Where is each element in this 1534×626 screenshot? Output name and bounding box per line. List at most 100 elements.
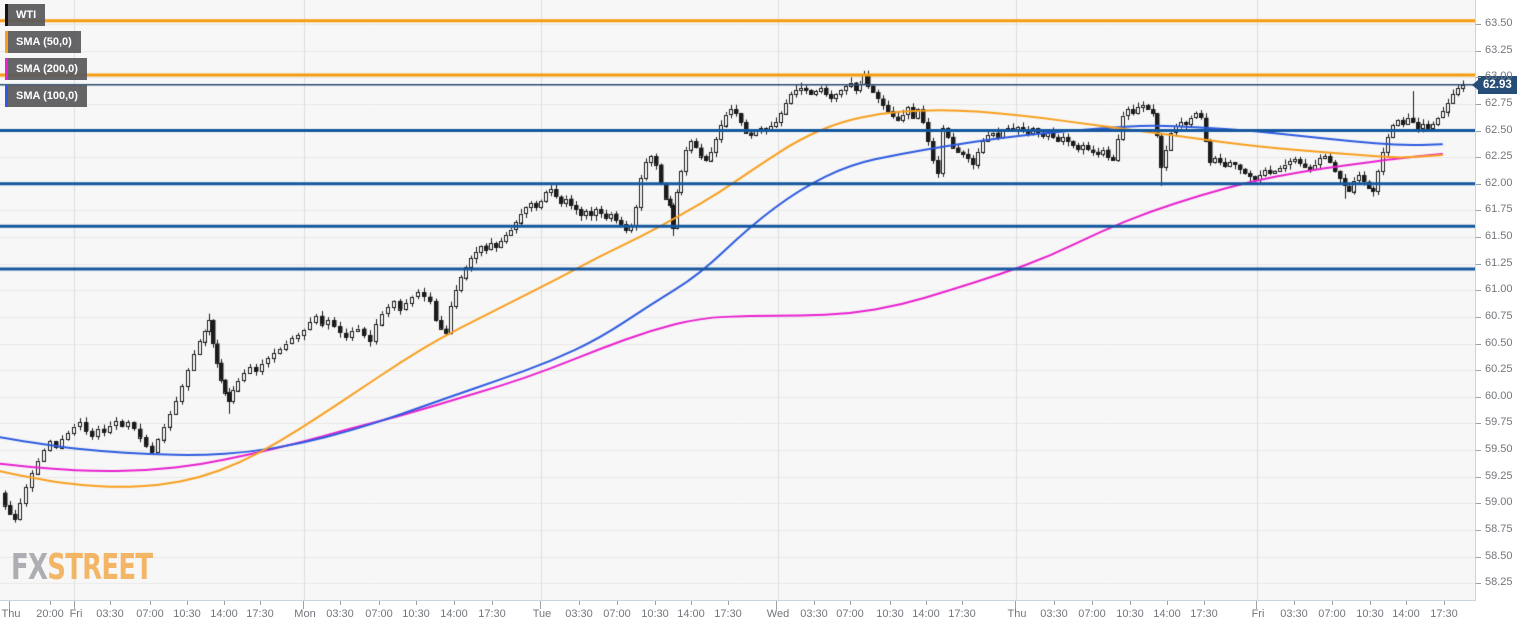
price-badge-arrow-icon [1472, 79, 1478, 90]
time-axis-tick [540, 601, 541, 609]
price-label: 63.25 [1485, 43, 1513, 56]
time-label: 17:30 [246, 608, 274, 620]
time-label: 14:00 [1392, 608, 1420, 620]
price-label: 60.25 [1485, 363, 1513, 376]
price-axis-tick [1476, 396, 1481, 398]
price-label: 59.00 [1485, 496, 1513, 509]
time-label: 07:00 [136, 608, 164, 620]
time-axis-tick [1204, 601, 1205, 605]
price-axis-tick [1476, 210, 1481, 212]
price-axis-tick [1476, 183, 1481, 185]
time-label: 10:30 [641, 608, 669, 620]
time-label: 07:00 [1078, 608, 1106, 620]
time-axis-tick [340, 601, 341, 605]
time-axis-tick [691, 601, 692, 605]
time-label: 07:00 [1318, 608, 1346, 620]
price-label: 59.75 [1485, 416, 1513, 429]
time-axis-tick [1054, 601, 1055, 605]
price-axis-tick [1476, 130, 1481, 132]
price-axis-tick [1476, 450, 1481, 451]
time-axis-tick [1332, 601, 1333, 605]
price-label: 62.75 [1485, 96, 1513, 109]
time-axis-tick [187, 601, 188, 605]
price-label: 62.25 [1485, 150, 1513, 163]
time-label: 03:30 [326, 608, 354, 620]
legend-label: WTI [16, 9, 37, 21]
legend-item-wti[interactable]: WTI [5, 4, 46, 26]
time-axis-tick [728, 601, 729, 605]
time-axis-tick [416, 601, 417, 605]
time-label-day: Fri [69, 608, 83, 620]
legend-color-bar [5, 31, 8, 53]
price-axis[interactable]: 62.93 63.50 63.25 63.00 62.75 62.50 62.25 62.0… [1472, 0, 1534, 601]
time-axis-tick [890, 601, 891, 605]
legend-color-bar [5, 58, 8, 80]
price-axis-tick [1476, 50, 1481, 52]
price-label: 60.75 [1485, 309, 1513, 322]
time-axis-tick [150, 601, 151, 605]
legend-label: SMA (100,0) [16, 90, 78, 102]
price-axis-tick [1476, 343, 1481, 345]
time-axis[interactable]: Thu 20:00 Fri 03:30 07:00 10:30 14:00 17:30 Mon 0… [0, 601, 1476, 626]
legend-item-sma-50-0[interactable]: SMA (50,0) [5, 31, 81, 53]
time-axis-tick [1130, 601, 1131, 605]
price-axis-tick [1476, 290, 1481, 292]
price-label: 61.00 [1485, 283, 1513, 296]
time-label-day: Thu [1007, 608, 1027, 620]
time-label: 10:30 [1116, 608, 1144, 620]
price-label: 63.50 [1485, 17, 1513, 29]
time-axis-tick [303, 601, 304, 609]
price-axis-tick [1476, 103, 1481, 105]
time-axis-tick [1294, 601, 1295, 605]
time-label-day: Wed [766, 608, 790, 620]
price-axis-tick [1476, 503, 1481, 505]
time-label: 03:30 [1040, 608, 1068, 620]
time-axis-tick [1015, 601, 1016, 609]
time-axis-tick [814, 601, 815, 605]
time-label: 17:30 [1190, 608, 1218, 620]
price-label: 61.25 [1485, 256, 1513, 269]
price-axis-tick [1476, 263, 1481, 265]
price-label: 58.25 [1485, 576, 1513, 589]
time-label: 10:30 [1356, 608, 1384, 620]
time-label: 07:00 [365, 608, 393, 620]
price-label: 61.75 [1485, 203, 1513, 216]
time-axis-tick [850, 601, 851, 605]
legend-item-sma-100-0[interactable]: SMA (100,0) [5, 85, 87, 107]
time-label: 03:30 [565, 608, 593, 620]
time-label: 03:30 [96, 608, 124, 620]
price-label: 59.25 [1485, 469, 1513, 482]
time-axis-tick [1256, 601, 1257, 609]
time-axis-tick [74, 601, 75, 609]
time-axis-tick [655, 601, 656, 605]
fxstreet-watermark: FXSTREET [11, 547, 153, 588]
price-label: 60.00 [1485, 389, 1513, 402]
time-label-day: Tue [532, 608, 552, 620]
time-axis-tick [776, 601, 777, 609]
price-axis-tick [1476, 157, 1481, 159]
price-axis-tick [1476, 423, 1481, 425]
watermark-fx: FX [11, 547, 48, 588]
time-axis-tick [962, 601, 963, 605]
time-label: 10:30 [173, 608, 201, 620]
price-axis-tick [1476, 77, 1481, 79]
price-axis-tick [1476, 556, 1481, 558]
time-label: 10:30 [402, 608, 430, 620]
legend-item-sma-200-0[interactable]: SMA (200,0) [5, 58, 87, 80]
price-label: 59.50 [1485, 443, 1513, 455]
time-axis-tick [9, 601, 10, 609]
time-axis-tick [1092, 601, 1093, 605]
time-axis-tick [1444, 601, 1445, 605]
price-label: 63.00 [1485, 70, 1513, 83]
time-axis-tick [926, 601, 927, 605]
time-axis-tick [110, 601, 111, 605]
price-label: 62.00 [1485, 176, 1513, 189]
time-label: 03:30 [1280, 608, 1308, 620]
time-label: 17:30 [948, 608, 976, 620]
time-label: 03:30 [800, 608, 828, 620]
legend-color-bar [5, 4, 8, 26]
time-label-day: Mon [294, 608, 316, 620]
time-axis-tick [379, 601, 380, 605]
candlestick-canvas[interactable] [0, 0, 1475, 600]
